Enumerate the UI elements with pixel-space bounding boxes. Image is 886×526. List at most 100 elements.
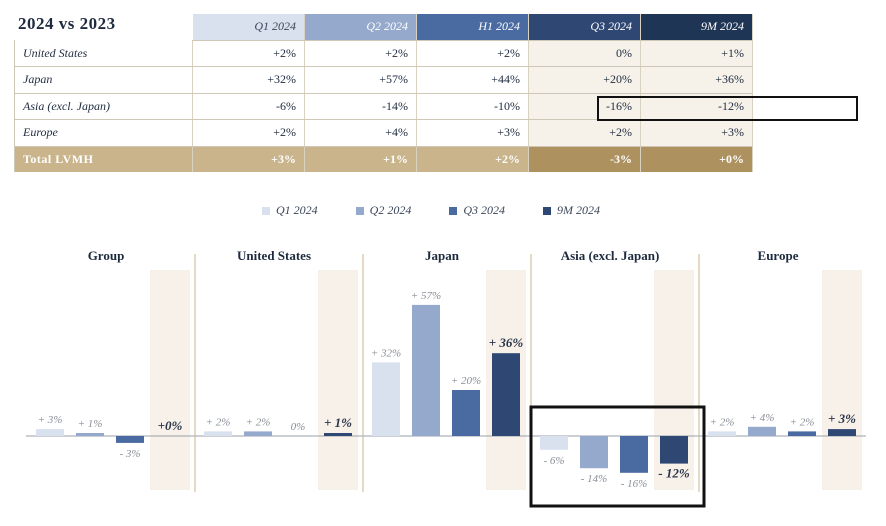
header-q3: Q3 2024: [528, 14, 641, 41]
data-label: + 2%: [790, 416, 815, 428]
table-row-japan: Japan +32% +57% +44% +20% +36%: [14, 66, 753, 94]
bar: [36, 429, 64, 436]
group-title: United States: [237, 248, 311, 263]
data-label: - 14%: [581, 473, 608, 485]
cell: -6%: [192, 93, 305, 120]
highlight-band-9m: [822, 270, 862, 490]
bar: [452, 390, 480, 436]
data-label: + 20%: [451, 375, 481, 387]
legend-label: Q3 2024: [463, 203, 506, 217]
data-label: + 2%: [710, 416, 735, 428]
data-label: +0%: [158, 418, 183, 433]
row-label: United States: [14, 40, 193, 67]
table-row-asia: Asia (excl. Japan) -6% -14% -10% -16% -1…: [14, 93, 753, 120]
group-title: Europe: [758, 248, 799, 263]
data-label: + 36%: [489, 335, 524, 350]
header-9m: 9M 2024: [640, 14, 753, 41]
highlight-band-9m: [150, 270, 190, 490]
legend-item-q2: Q2 2024: [355, 203, 412, 218]
data-label: + 57%: [411, 290, 441, 302]
data-label: - 12%: [658, 466, 690, 481]
legend-swatch: [355, 206, 364, 215]
group-title: Asia (excl. Japan): [561, 248, 660, 263]
bar: [620, 436, 648, 473]
cell: +32%: [192, 66, 305, 94]
bar: [492, 353, 520, 436]
cell: +1%: [304, 146, 417, 172]
cell: +20%: [528, 66, 641, 94]
chart-legend: Q1 2024 Q2 2024 Q3 2024 9M 2024: [262, 203, 600, 218]
cell: +2%: [416, 146, 529, 172]
cell: +1%: [640, 40, 753, 67]
highlight-band-9m: [318, 270, 358, 490]
cell: +2%: [528, 119, 641, 147]
bar: [788, 431, 816, 436]
legend-label: 9M 2024: [557, 203, 601, 217]
bar: [116, 436, 144, 443]
cell: +2%: [304, 40, 417, 67]
cell: +4%: [304, 119, 417, 147]
row-label: Japan: [14, 66, 193, 94]
table-row-united-states: United States +2% +2% +2% 0% +1%: [14, 40, 753, 67]
data-label: 0%: [291, 421, 306, 433]
legend-swatch: [262, 206, 270, 215]
data-label: + 3%: [38, 414, 63, 426]
cell: +3%: [192, 146, 305, 172]
table-row-europe: Europe +2% +4% +3% +2% +3%: [14, 119, 753, 147]
bar: [412, 304, 440, 436]
bar: [244, 431, 272, 436]
cell: +36%: [640, 66, 753, 94]
data-label: - 6%: [543, 455, 564, 467]
legend-item-9m: 9M 2024: [543, 203, 600, 218]
bar: [204, 431, 232, 436]
bar: [372, 362, 400, 436]
group-title: Group: [88, 248, 125, 263]
row-label: Asia (excl. Japan): [14, 93, 193, 120]
data-label: - 3%: [119, 448, 140, 460]
data-label: + 1%: [324, 415, 352, 430]
data-label: + 4%: [750, 412, 775, 424]
cell: +44%: [416, 66, 529, 94]
cell: -16%: [528, 93, 641, 120]
legend-swatch: [449, 206, 458, 215]
data-label: + 1%: [78, 418, 103, 430]
regional-growth-chart: Group + 3% + 1% - 3% +0% United States + 2% + 2…: [26, 248, 866, 508]
table-title: 2024 vs 2023: [18, 14, 116, 33]
bar: [540, 436, 568, 450]
cell: +2%: [192, 119, 305, 147]
cell: +2%: [416, 40, 529, 67]
header-q1: Q1 2024: [192, 14, 305, 41]
cell: -14%: [304, 93, 417, 120]
cell: +2%: [192, 40, 305, 67]
data-label: - 16%: [621, 478, 648, 490]
bar: [748, 426, 776, 436]
header-corner: [15, 14, 193, 40]
cell: -10%: [416, 93, 529, 120]
row-label: Europe: [14, 119, 193, 147]
data-label: + 32%: [371, 347, 401, 359]
row-label: Total LVMH: [14, 146, 193, 172]
bar: [828, 429, 856, 436]
cell: -3%: [528, 146, 641, 172]
asia-highlight-box: [597, 96, 858, 121]
growth-table: Q1 2024 Q2 2024 H1 2024 Q3 2024 9M 2024 …: [14, 14, 753, 172]
table-header-row: Q1 2024 Q2 2024 H1 2024 Q3 2024 9M 2024: [15, 14, 753, 41]
data-label: + 3%: [828, 411, 856, 426]
bar: [708, 431, 736, 436]
bar: [580, 436, 608, 469]
header-q2: Q2 2024: [304, 14, 417, 41]
header-h1: H1 2024: [416, 14, 529, 41]
cell: +3%: [416, 119, 529, 147]
cell: +0%: [640, 146, 753, 172]
cell: +3%: [640, 119, 753, 147]
table-row-total: Total LVMH +3% +1% +2% -3% +0%: [14, 146, 753, 172]
cell: 0%: [528, 40, 641, 67]
data-label: + 2%: [206, 416, 231, 428]
legend-item-q1: Q1 2024: [262, 203, 318, 218]
cell: +57%: [304, 66, 417, 94]
group-title: Japan: [425, 248, 460, 263]
data-label: + 2%: [246, 416, 271, 428]
legend-label: Q2 2024: [369, 203, 412, 217]
legend-label: Q1 2024: [276, 203, 318, 217]
legend-swatch: [543, 206, 552, 215]
